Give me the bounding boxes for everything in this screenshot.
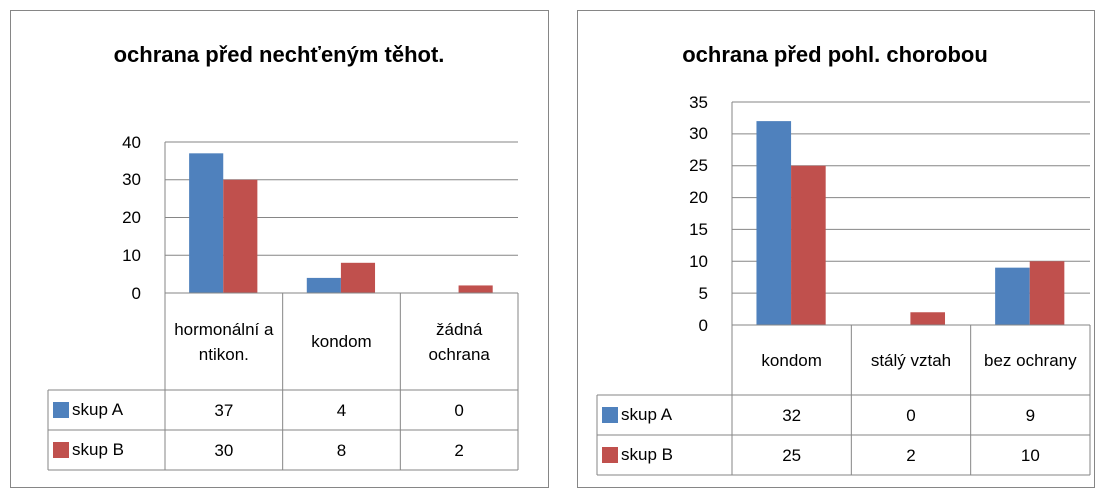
category-label: kondom	[761, 350, 822, 370]
y-tick-label: 0	[698, 315, 708, 335]
legend-label: skup A	[621, 405, 673, 424]
table-value: 30	[214, 440, 234, 460]
y-tick-label: 10	[689, 251, 708, 271]
y-tick-label: 5	[698, 283, 708, 303]
legend-key	[602, 407, 618, 423]
category-label: bez ochrany	[984, 350, 1077, 370]
bar	[189, 153, 224, 293]
chart-title: ochrana před pohl. chorobou	[682, 42, 988, 67]
bar	[995, 267, 1030, 325]
table-value: 8	[336, 440, 347, 460]
table-value: 0	[906, 405, 916, 425]
category-label: hormonální antikon.	[174, 319, 274, 364]
legend-label: skup A	[72, 400, 124, 419]
y-tick-label: 30	[122, 170, 141, 190]
legend-key	[53, 402, 69, 418]
table-value: 37	[214, 400, 234, 420]
bar	[756, 121, 792, 325]
y-tick-label: 25	[689, 156, 708, 176]
table-value: 25	[782, 445, 802, 465]
chart-title: ochrana před nechťeným těhot.	[113, 42, 445, 67]
bar	[458, 285, 493, 293]
y-tick-label: 15	[689, 219, 708, 239]
y-tick-label: 20	[122, 208, 141, 227]
table-value: 10	[1020, 445, 1040, 465]
legend-label: skup B	[72, 440, 124, 459]
legend-key	[53, 442, 69, 458]
chart-frame	[577, 10, 1095, 488]
legend-label: skup B	[621, 445, 673, 464]
y-tick-label: 20	[689, 188, 708, 208]
bar	[1029, 261, 1065, 325]
bar	[791, 165, 826, 325]
legend-key	[602, 447, 618, 463]
bar	[223, 179, 258, 293]
category-label: žádná ochrana	[428, 319, 490, 364]
category-label: kondom	[311, 332, 372, 351]
y-tick-label: 40	[122, 132, 141, 152]
bar	[340, 262, 376, 293]
bar	[910, 312, 946, 325]
table-value: 2	[906, 445, 916, 465]
y-tick-label: 0	[131, 283, 141, 303]
table-value: 0	[454, 400, 464, 420]
table-value: 4	[336, 400, 347, 420]
table-value: 2	[454, 440, 464, 460]
category-label: stálý vztah	[870, 350, 952, 370]
table-value: 32	[782, 405, 802, 425]
y-tick-label: 35	[689, 92, 708, 112]
table-value: 9	[1025, 405, 1036, 425]
y-tick-label: 30	[689, 124, 708, 144]
y-tick-label: 10	[122, 245, 141, 265]
chart-frame	[10, 10, 549, 488]
bar	[306, 277, 341, 293]
